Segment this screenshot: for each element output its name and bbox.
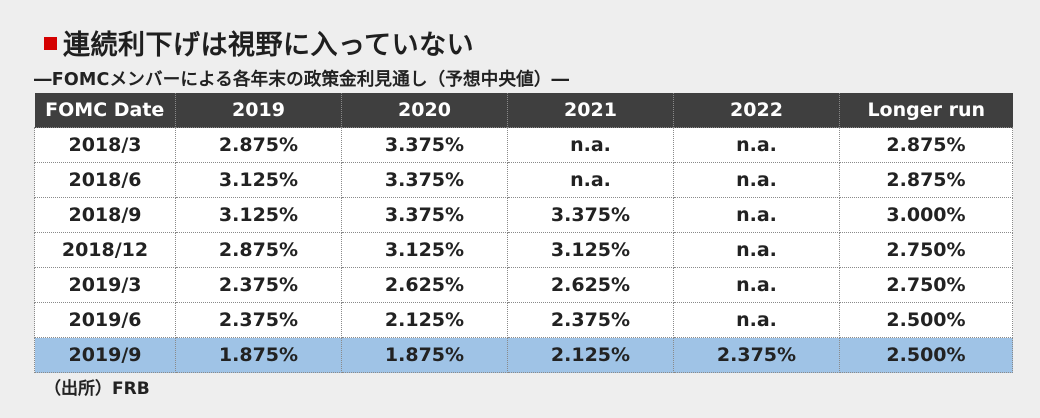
rate-cell: 2.125% — [341, 302, 508, 338]
rate-cell: 2.375% — [175, 302, 342, 338]
date-cell: 2019/9 — [34, 337, 176, 373]
rate-cell: n.a. — [673, 197, 840, 233]
date-cell: 2018/9 — [34, 197, 176, 233]
column-header: FOMC Date — [34, 93, 176, 128]
table-body: 2018/3 2.875% 3.375% n.a. n.a. 2.875% 2018/6 3.… — [34, 127, 1013, 373]
column-header: Longer run — [839, 93, 1013, 128]
rate-cell: n.a. — [673, 162, 840, 198]
title-row: 連続利下げは視野に入っていない — [44, 24, 475, 61]
rate-cell: 2.625% — [341, 267, 508, 303]
rate-cell: 1.875% — [341, 337, 508, 373]
rate-cell: 2.500% — [839, 337, 1013, 373]
date-cell: 2019/3 — [34, 267, 176, 303]
date-cell: 2018/3 — [34, 127, 176, 163]
rate-cell: 2.750% — [839, 267, 1013, 303]
table-row: 2019/3 2.375% 2.625% 2.625% n.a. 2.750% — [34, 267, 1013, 303]
forecast-table: FOMC Date 2019 2020 2021 2022 Longer run 2018… — [34, 93, 1013, 373]
page-title: 連続利下げは視野に入っていない — [63, 29, 475, 61]
date-cell: 2018/6 — [34, 162, 176, 198]
rate-cell: 3.375% — [341, 127, 508, 163]
rate-cell: 2.875% — [175, 232, 342, 268]
rate-cell: 2.750% — [839, 232, 1013, 268]
rate-cell: 3.125% — [507, 232, 674, 268]
table-row: 2019/6 2.375% 2.125% 2.375% n.a. 2.500% — [34, 302, 1013, 338]
table-row: 2018/3 2.875% 3.375% n.a. n.a. 2.875% — [34, 127, 1013, 163]
rate-cell: 2.875% — [175, 127, 342, 163]
page-subtitle: ―FOMCメンバーによる各年末の政策金利見通し（予想中央値）― — [34, 70, 570, 90]
rate-cell: 3.375% — [341, 197, 508, 233]
rate-cell: 3.375% — [341, 162, 508, 198]
date-cell: 2018/12 — [34, 232, 176, 268]
column-header: 2021 — [507, 93, 674, 128]
rate-cell: 3.375% — [507, 197, 674, 233]
rate-cell: 3.000% — [839, 197, 1013, 233]
rate-cell: 2.500% — [839, 302, 1013, 338]
column-header: 2020 — [341, 93, 508, 128]
table-row: 2019/9 1.875% 1.875% 2.125% 2.375% 2.500% — [34, 337, 1013, 373]
rate-cell: 2.375% — [507, 302, 674, 338]
rate-cell: 2.375% — [175, 267, 342, 303]
rate-cell: n.a. — [507, 162, 674, 198]
date-cell: 2019/6 — [34, 302, 176, 338]
rate-cell: 3.125% — [175, 197, 342, 233]
column-header: 2022 — [673, 93, 840, 128]
rate-cell: n.a. — [673, 302, 840, 338]
rate-cell: 2.875% — [839, 127, 1013, 163]
rate-cell: 2.875% — [839, 162, 1013, 198]
rate-cell: 2.375% — [673, 337, 840, 373]
column-header: 2019 — [175, 93, 342, 128]
red-square-icon — [44, 37, 57, 50]
rate-cell: 2.125% — [507, 337, 674, 373]
rate-cell: n.a. — [507, 127, 674, 163]
rate-cell: n.a. — [673, 127, 840, 163]
table-row: 2018/12 2.875% 3.125% 3.125% n.a. 2.750% — [34, 232, 1013, 268]
table-row: 2018/6 3.125% 3.375% n.a. n.a. 2.875% — [34, 162, 1013, 198]
rate-cell: n.a. — [673, 232, 840, 268]
rate-cell: 3.125% — [175, 162, 342, 198]
table-row: 2018/9 3.125% 3.375% 3.375% n.a. 3.000% — [34, 197, 1013, 233]
rate-cell: n.a. — [673, 267, 840, 303]
rate-cell: 1.875% — [175, 337, 342, 373]
rate-cell: 3.125% — [341, 232, 508, 268]
forecast-table-container: FOMC Date 2019 2020 2021 2022 Longer run 2018… — [34, 93, 1013, 373]
table-header-row: FOMC Date 2019 2020 2021 2022 Longer run — [34, 93, 1013, 128]
source-note: （出所）FRB — [44, 379, 150, 399]
rate-cell: 2.625% — [507, 267, 674, 303]
